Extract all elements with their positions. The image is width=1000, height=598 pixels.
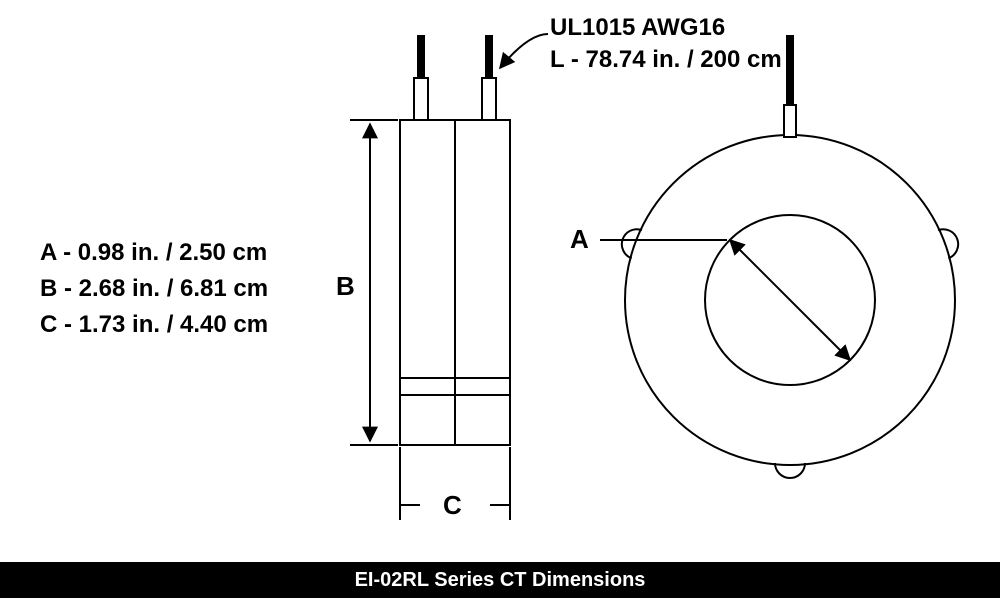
caption-bar: EI-02RL Series CT Dimensions [0, 562, 1000, 598]
dim-label-c: C [443, 490, 462, 520]
side-view: B C [336, 35, 510, 520]
legend-c: C - 1.73 in. / 4.40 cm [40, 307, 268, 343]
legend-a: A - 0.98 in. / 2.50 cm [40, 235, 268, 271]
wire-spec-line1: UL1015 AWG16 [550, 12, 782, 44]
wire-spec-line2: L - 78.74 in. / 200 cm [550, 44, 782, 76]
caption-text: EI-02RL Series CT Dimensions [355, 569, 646, 591]
wire-leader [500, 34, 548, 68]
dim-label-b: B [336, 271, 355, 301]
dim-label-a: A [570, 224, 589, 254]
dimension-legend: A - 0.98 in. / 2.50 cm B - 2.68 in. / 6.… [40, 235, 268, 343]
legend-b: B - 2.68 in. / 6.81 cm [40, 271, 268, 307]
wire-spec: UL1015 AWG16 L - 78.74 in. / 200 cm [550, 12, 782, 77]
front-view: A [570, 35, 962, 478]
